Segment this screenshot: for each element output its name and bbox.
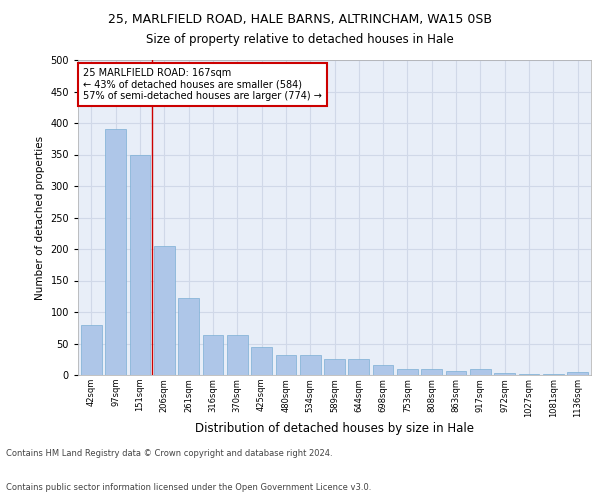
Bar xyxy=(421,370,442,375)
Bar xyxy=(106,130,126,375)
Bar xyxy=(324,359,345,375)
Bar xyxy=(373,365,394,375)
Bar xyxy=(275,355,296,375)
Bar xyxy=(446,370,466,375)
Bar xyxy=(543,374,563,375)
Text: 25 MARLFIELD ROAD: 167sqm
← 43% of detached houses are smaller (584)
57% of semi: 25 MARLFIELD ROAD: 167sqm ← 43% of detac… xyxy=(83,68,322,101)
Bar xyxy=(227,336,248,375)
Text: Size of property relative to detached houses in Hale: Size of property relative to detached ho… xyxy=(146,32,454,46)
X-axis label: Distribution of detached houses by size in Hale: Distribution of detached houses by size … xyxy=(195,422,474,436)
Bar xyxy=(178,298,199,375)
Bar xyxy=(349,359,369,375)
Text: Contains HM Land Registry data © Crown copyright and database right 2024.: Contains HM Land Registry data © Crown c… xyxy=(6,448,332,458)
Bar xyxy=(251,348,272,375)
Bar xyxy=(518,374,539,375)
Bar xyxy=(203,336,223,375)
Text: 25, MARLFIELD ROAD, HALE BARNS, ALTRINCHAM, WA15 0SB: 25, MARLFIELD ROAD, HALE BARNS, ALTRINCH… xyxy=(108,12,492,26)
Text: Contains public sector information licensed under the Open Government Licence v3: Contains public sector information licen… xyxy=(6,484,371,492)
Bar xyxy=(300,356,320,375)
Bar xyxy=(397,370,418,375)
Bar xyxy=(130,154,151,375)
Bar xyxy=(494,373,515,375)
Bar xyxy=(567,372,588,375)
Y-axis label: Number of detached properties: Number of detached properties xyxy=(35,136,45,300)
Bar xyxy=(154,246,175,375)
Bar xyxy=(81,324,102,375)
Bar xyxy=(470,368,491,375)
